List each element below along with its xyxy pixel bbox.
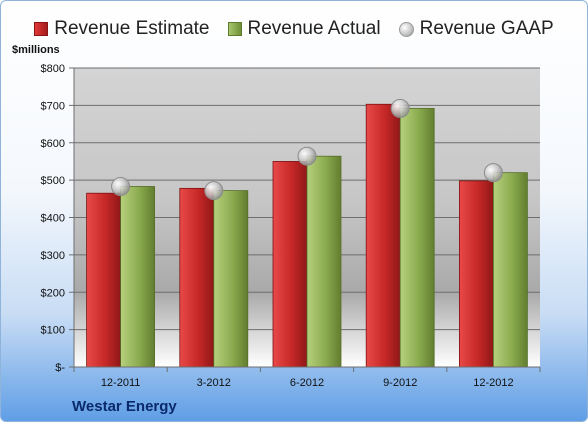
y-tick-label: $- (55, 362, 65, 374)
bar-actual (213, 190, 249, 368)
bar-estimate (272, 161, 308, 368)
x-axis-ticks: 12-2011 3-2012 6-2012 9-2012 12-2012 (73, 366, 541, 389)
bars (86, 103, 528, 368)
y-tick-label: $500 (41, 175, 65, 187)
x-tick-label: 12-2012 (473, 377, 513, 389)
bar-estimate (458, 180, 494, 368)
y-tick-label: $300 (41, 250, 65, 262)
gaap-marker (204, 181, 224, 201)
y-tick-label: $100 (41, 325, 65, 337)
gaap-marker-swatch (398, 21, 414, 37)
bar-estimate (365, 103, 401, 368)
legend-label-gaap: Revenue GAAP (419, 18, 554, 39)
gaap-marker (390, 98, 410, 118)
bar-estimate (179, 187, 215, 368)
y-unit-label: $millions (12, 44, 60, 56)
gaap-marker (111, 176, 131, 196)
legend-item-gaap: Revenue GAAP (398, 18, 554, 40)
gaap-markers (111, 98, 503, 201)
bar-actual (492, 172, 528, 368)
gaap-marker (483, 163, 503, 183)
legend-item-estimate: Revenue Estimate (34, 18, 210, 40)
y-tick-label: $800 (41, 63, 65, 75)
bar-actual (120, 186, 155, 368)
bar-estimate (86, 192, 121, 368)
y-tick-label: $600 (41, 138, 65, 150)
gaap-marker (297, 146, 317, 166)
x-tick-label: 12-2011 (101, 377, 141, 389)
legend-label-actual: Revenue Actual (247, 18, 381, 39)
actual-swatch (227, 22, 242, 36)
legend: Revenue Estimate Revenue Actual Revenue … (0, 14, 588, 44)
x-tick-label: 6-2012 (290, 377, 324, 389)
legend-label-estimate: Revenue Estimate (54, 18, 210, 39)
y-tick-label: $400 (41, 213, 65, 225)
bar-actual (399, 107, 435, 368)
x-tick-label: 3-2012 (197, 377, 231, 389)
y-tick-label: $700 (41, 100, 65, 112)
y-tick-label: $200 (41, 287, 65, 299)
estimate-swatch (34, 22, 49, 36)
x-tick-label: 9-2012 (383, 377, 417, 389)
legend-item-actual: Revenue Actual (227, 18, 381, 40)
company-name: Westar Energy (72, 398, 177, 415)
bar-actual (306, 155, 342, 368)
y-axis-ticks: $- $100 $200 $300 $400 $500 $600 $700 $800 (41, 63, 75, 374)
